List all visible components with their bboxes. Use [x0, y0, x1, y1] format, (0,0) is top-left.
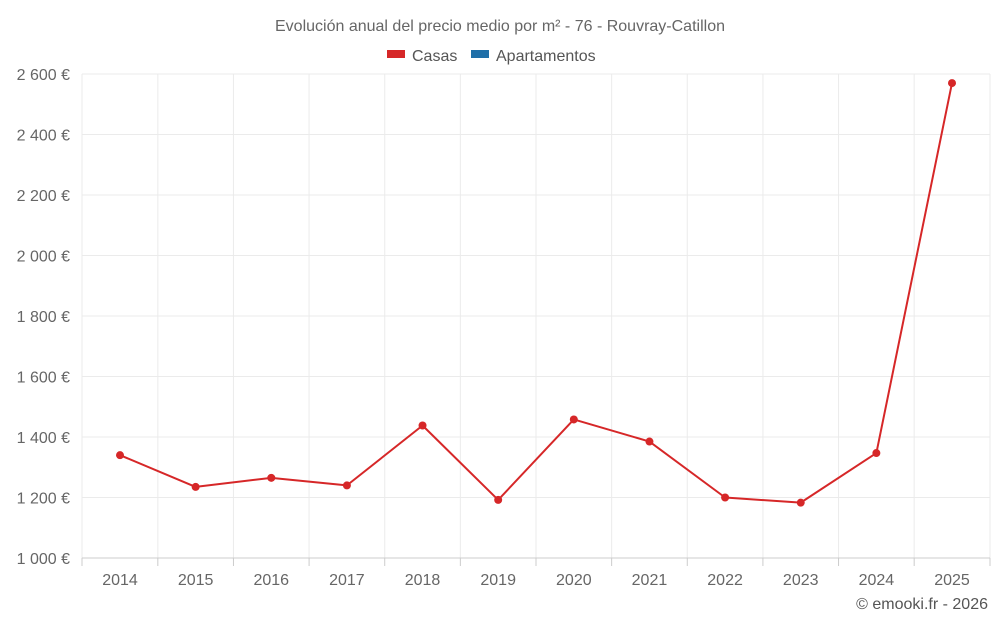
data-point-casas-2015[interactable]	[191, 482, 200, 491]
x-tick-label: 2015	[178, 572, 214, 589]
x-tick-label: 2018	[405, 572, 441, 589]
x-axis-tick-labels: 2014 2015 2016 2017 2018 2019 2020 2021 2022 2023…	[102, 572, 970, 589]
x-gridlines	[81, 74, 991, 566]
x-tick-label: 2017	[329, 572, 365, 589]
x-tick-label: 2025	[934, 572, 970, 589]
y-tick-label: 1 600 €	[17, 370, 70, 387]
x-tick-label: 2014	[102, 572, 138, 589]
chart-title: Evolución anual del precio medio por m² …	[275, 18, 725, 35]
y-tick-label: 1 200 €	[17, 491, 70, 508]
data-point-casas-2014[interactable]	[116, 451, 124, 460]
data-point-casas-2020[interactable]	[569, 415, 578, 424]
y-tick-label: 1 000 €	[17, 551, 70, 568]
data-point-casas-2024[interactable]	[872, 449, 881, 458]
data-point-casas-2017[interactable]	[342, 481, 351, 490]
data-point-casas-2021[interactable]	[645, 437, 654, 446]
legend-label-casas: Casas	[412, 48, 457, 65]
y-axis-tick-labels: 1 000 € 1 200 € 1 400 € 1 600 € 1 800 € 2 000…	[17, 67, 70, 568]
legend-swatch-apartamentos	[471, 50, 489, 58]
data-point-casas-2019[interactable]	[494, 495, 503, 504]
legend-label-apartamentos: Apartamentos	[496, 48, 596, 65]
credit-text: © emooki.fr - 2026	[856, 596, 988, 613]
series-casas	[116, 79, 956, 507]
legend-item-apartamentos[interactable]: Apartamentos	[471, 48, 596, 65]
x-tick-label: 2020	[556, 572, 592, 589]
y-tick-label: 1 400 €	[17, 430, 70, 447]
y-tick-label: 2 400 €	[17, 128, 70, 145]
y-tick-label: 1 800 €	[17, 309, 70, 326]
data-point-casas-2023[interactable]	[796, 498, 805, 507]
data-point-casas-2018[interactable]	[418, 421, 427, 430]
x-tick-label: 2023	[783, 572, 819, 589]
series-line-casas	[119, 82, 953, 504]
y-tick-label: 2 000 €	[17, 249, 70, 266]
x-tick-label: 2016	[253, 572, 289, 589]
x-tick-label: 2024	[859, 572, 895, 589]
y-tick-label: 2 600 €	[17, 67, 70, 84]
y-tick-label: 2 200 €	[17, 188, 70, 205]
x-tick-label: 2019	[480, 572, 516, 589]
data-point-casas-2016[interactable]	[267, 473, 276, 482]
x-tick-label: 2022	[707, 572, 743, 589]
data-point-casas-2022[interactable]	[721, 493, 730, 502]
x-tick-label: 2021	[632, 572, 668, 589]
legend: Casas Apartamentos	[387, 48, 596, 65]
legend-item-casas[interactable]: Casas	[387, 48, 457, 65]
data-point-casas-2025[interactable]	[948, 79, 956, 88]
legend-swatch-casas	[387, 50, 405, 58]
